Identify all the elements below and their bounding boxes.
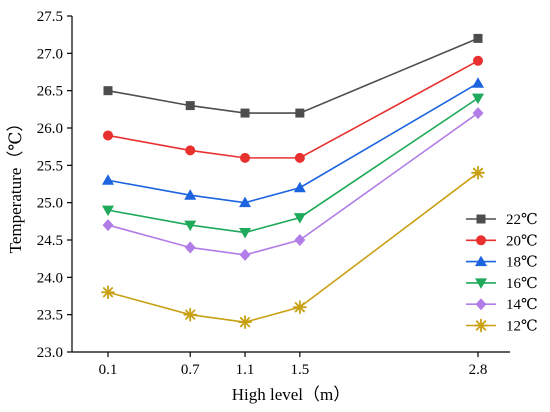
- y-tick-label: 24.0: [37, 270, 63, 286]
- legend-label: 16℃: [506, 276, 538, 292]
- data-point: [238, 315, 252, 330]
- series-line: [107, 37, 479, 114]
- legend-label: 18℃: [506, 255, 538, 271]
- data-point: [471, 165, 485, 180]
- legend-entry: 22℃: [466, 212, 538, 228]
- legend-entry: 16℃: [466, 276, 538, 292]
- series-5: [101, 165, 485, 330]
- data-point: [472, 93, 484, 105]
- y-tick-label: 26.5: [37, 84, 63, 100]
- data-point: [102, 174, 114, 185]
- y-tick-label: 23.5: [37, 308, 63, 324]
- data-point: [295, 108, 305, 118]
- x-axis-title: High level（m）: [232, 385, 351, 404]
- data-point: [293, 213, 306, 224]
- asterisk-stroke: [185, 309, 196, 320]
- series-layer: [101, 33, 485, 330]
- data-point: [240, 108, 250, 118]
- asterisk-stroke: [239, 316, 251, 328]
- legend-label: 14℃: [506, 297, 538, 313]
- y-tick-label: 24.5: [37, 233, 63, 249]
- data-point: [294, 234, 306, 246]
- series-1: [103, 55, 483, 163]
- data-point: [103, 86, 113, 96]
- data-point: [239, 196, 252, 208]
- asterisk-stroke: [294, 302, 305, 313]
- data-point: [472, 77, 484, 88]
- y-axis-title: Temperature（℃）: [6, 115, 25, 254]
- axes: 23.0 23.5 24.0 24.5 25.0 25.5 26.0 26.5 27.0 27.5…: [37, 9, 510, 378]
- legend-marker: [475, 255, 487, 267]
- legend-marker: [474, 318, 488, 333]
- data-point: [473, 33, 483, 43]
- legend-entry: 18℃: [466, 255, 538, 271]
- legend-entry: 20℃: [466, 233, 538, 249]
- data-point: [102, 205, 114, 217]
- y-tick-label: 26.0: [37, 121, 63, 137]
- x-tick-label: 0.1: [99, 362, 118, 378]
- legend-label: 22℃: [506, 212, 538, 228]
- data-point: [102, 219, 114, 232]
- legend-marker: [475, 278, 487, 289]
- data-point: [239, 248, 251, 261]
- legend-marker: [476, 235, 486, 246]
- legend: 22℃ 20℃ 18℃ 16℃ 14℃ 12℃: [466, 212, 538, 335]
- data-point: [184, 241, 196, 254]
- series-line: [107, 172, 479, 323]
- data-point: [184, 220, 197, 232]
- asterisk-stroke: [102, 287, 114, 298]
- legend-entry: 14℃: [466, 297, 538, 313]
- series-line: [107, 112, 479, 256]
- y-tick-label: 27.5: [37, 9, 63, 25]
- legend-entry: 12℃: [466, 319, 538, 335]
- data-point: [239, 228, 252, 239]
- series-line: [107, 97, 479, 234]
- data-point: [184, 189, 197, 200]
- asterisk-stroke: [472, 167, 484, 178]
- series-line: [107, 60, 479, 159]
- data-point: [472, 107, 484, 120]
- data-point: [185, 101, 195, 111]
- series-3: [102, 93, 484, 239]
- legend-label: 12℃: [506, 319, 538, 335]
- data-point: [473, 55, 483, 66]
- x-tick-label: 1.1: [236, 362, 255, 378]
- data-point: [294, 152, 305, 163]
- data-point: [293, 181, 306, 193]
- y-tick-label: 27.0: [37, 46, 63, 62]
- data-point: [101, 285, 115, 300]
- legend-marker: [476, 214, 486, 224]
- legend-label: 20℃: [506, 233, 538, 249]
- data-point: [185, 145, 196, 156]
- series-2: [102, 77, 484, 208]
- y-tick-label: 25.0: [37, 196, 63, 212]
- data-point: [103, 130, 113, 141]
- y-tick-label: 25.5: [37, 158, 63, 174]
- data-point: [183, 307, 198, 322]
- series-0: [103, 33, 483, 118]
- asterisk-stroke: [475, 320, 487, 331]
- data-point: [292, 300, 307, 315]
- legend-marker: [475, 298, 487, 311]
- series-4: [102, 107, 484, 261]
- x-tick-label: 1.5: [290, 362, 309, 378]
- data-point: [240, 152, 251, 163]
- x-tick-label: 0.7: [181, 362, 200, 378]
- y-tick-label: 23.0: [37, 345, 63, 361]
- x-tick-label: 2.8: [469, 362, 488, 378]
